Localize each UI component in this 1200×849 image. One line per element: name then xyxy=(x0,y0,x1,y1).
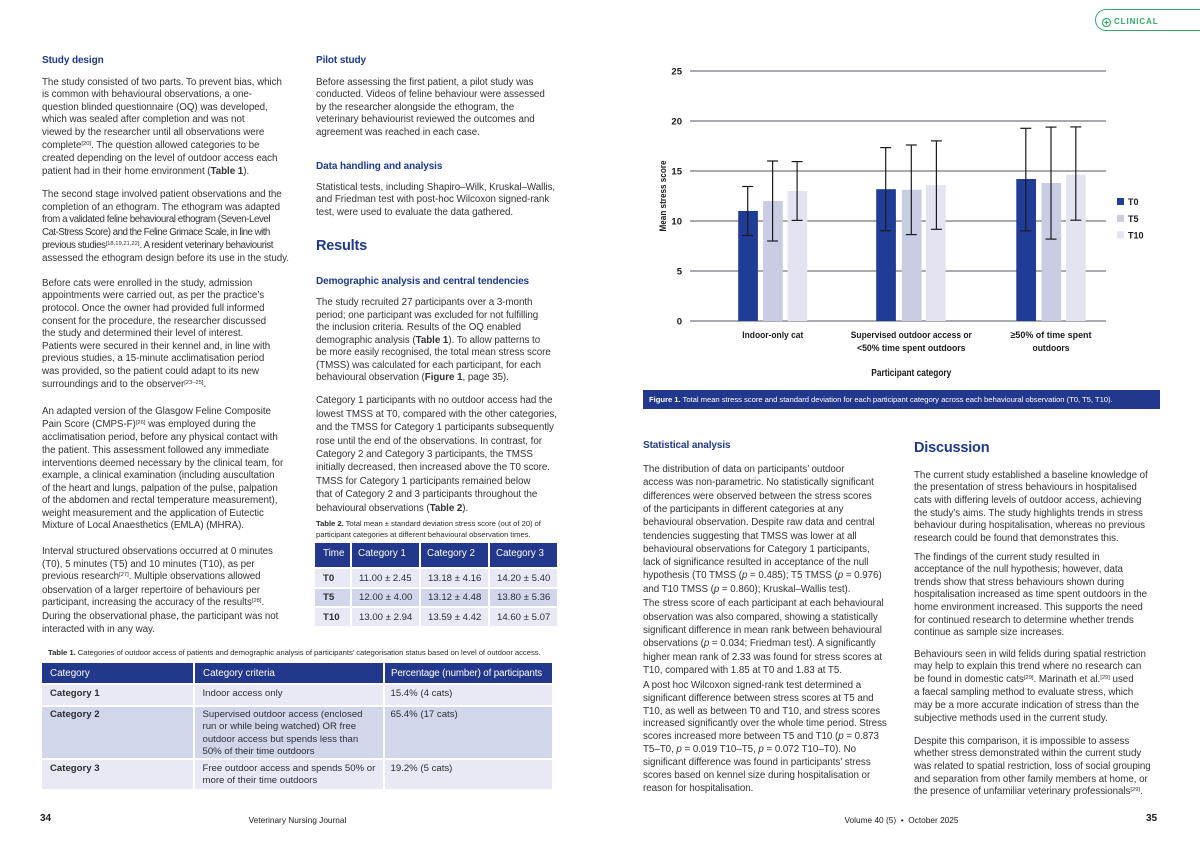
svg-text:T0: T0 xyxy=(1128,197,1139,207)
svg-text:outdoors: outdoors xyxy=(1033,343,1070,354)
svg-text:10: 10 xyxy=(671,217,682,228)
svg-text:Mean stress score: Mean stress score xyxy=(658,161,668,232)
svg-text:Participant category: Participant category xyxy=(871,368,951,379)
svg-text:5: 5 xyxy=(677,267,683,278)
svg-text:T5: T5 xyxy=(1128,214,1139,224)
svg-text:<50% time spent outdoors: <50% time spent outdoors xyxy=(857,343,966,354)
svg-text:20: 20 xyxy=(671,117,682,128)
svg-text:Indoor-only cat: Indoor-only cat xyxy=(742,330,804,341)
svg-text:15: 15 xyxy=(671,167,682,178)
svg-text:T10: T10 xyxy=(1128,230,1144,240)
svg-text:0: 0 xyxy=(677,317,682,328)
svg-text:25: 25 xyxy=(671,67,682,78)
svg-text:≥50% of time spent: ≥50% of time spent xyxy=(1011,330,1093,341)
svg-text:Supervised outdoor access or: Supervised outdoor access or xyxy=(851,330,972,341)
